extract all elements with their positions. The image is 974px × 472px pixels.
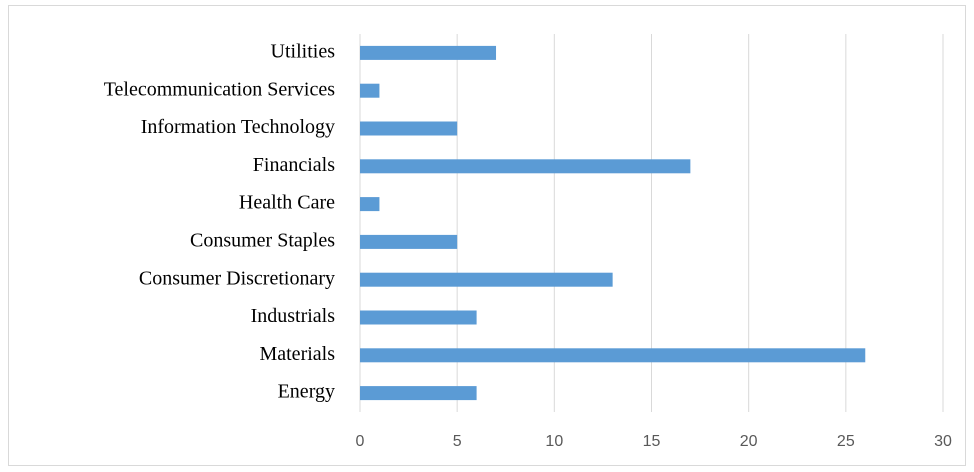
- bar: [360, 310, 477, 325]
- y-tick-label: Health Care: [239, 192, 335, 214]
- bar: [360, 197, 380, 212]
- y-tick-label: Materials: [259, 343, 335, 365]
- y-tick-label: Energy: [278, 381, 335, 403]
- y-tick-label: Information Technology: [141, 116, 335, 138]
- x-tick-label: 20: [740, 433, 758, 450]
- x-tick-label: 15: [643, 433, 661, 450]
- bar: [360, 121, 458, 136]
- x-tick-label: 30: [934, 433, 952, 450]
- bar: [360, 386, 477, 401]
- y-tick-label: Utilities: [271, 40, 336, 62]
- bar: [360, 45, 497, 60]
- bar: [360, 159, 691, 174]
- y-tick-label: Consumer Discretionary: [139, 267, 335, 289]
- bar: [360, 234, 458, 249]
- y-tick-label: Financials: [253, 154, 335, 176]
- x-tick-label: 5: [453, 433, 462, 450]
- x-tick-label: 10: [545, 433, 563, 450]
- bar: [360, 83, 380, 98]
- y-tick-label: Industrials: [251, 305, 336, 327]
- chart-border: [8, 5, 966, 466]
- y-tick-label: Telecommunication Services: [104, 78, 336, 100]
- x-tick-label: 0: [356, 433, 365, 450]
- y-tick-label: Consumer Staples: [190, 229, 335, 251]
- bar: [360, 272, 613, 287]
- x-tick-label: 25: [837, 433, 855, 450]
- bar: [360, 348, 866, 363]
